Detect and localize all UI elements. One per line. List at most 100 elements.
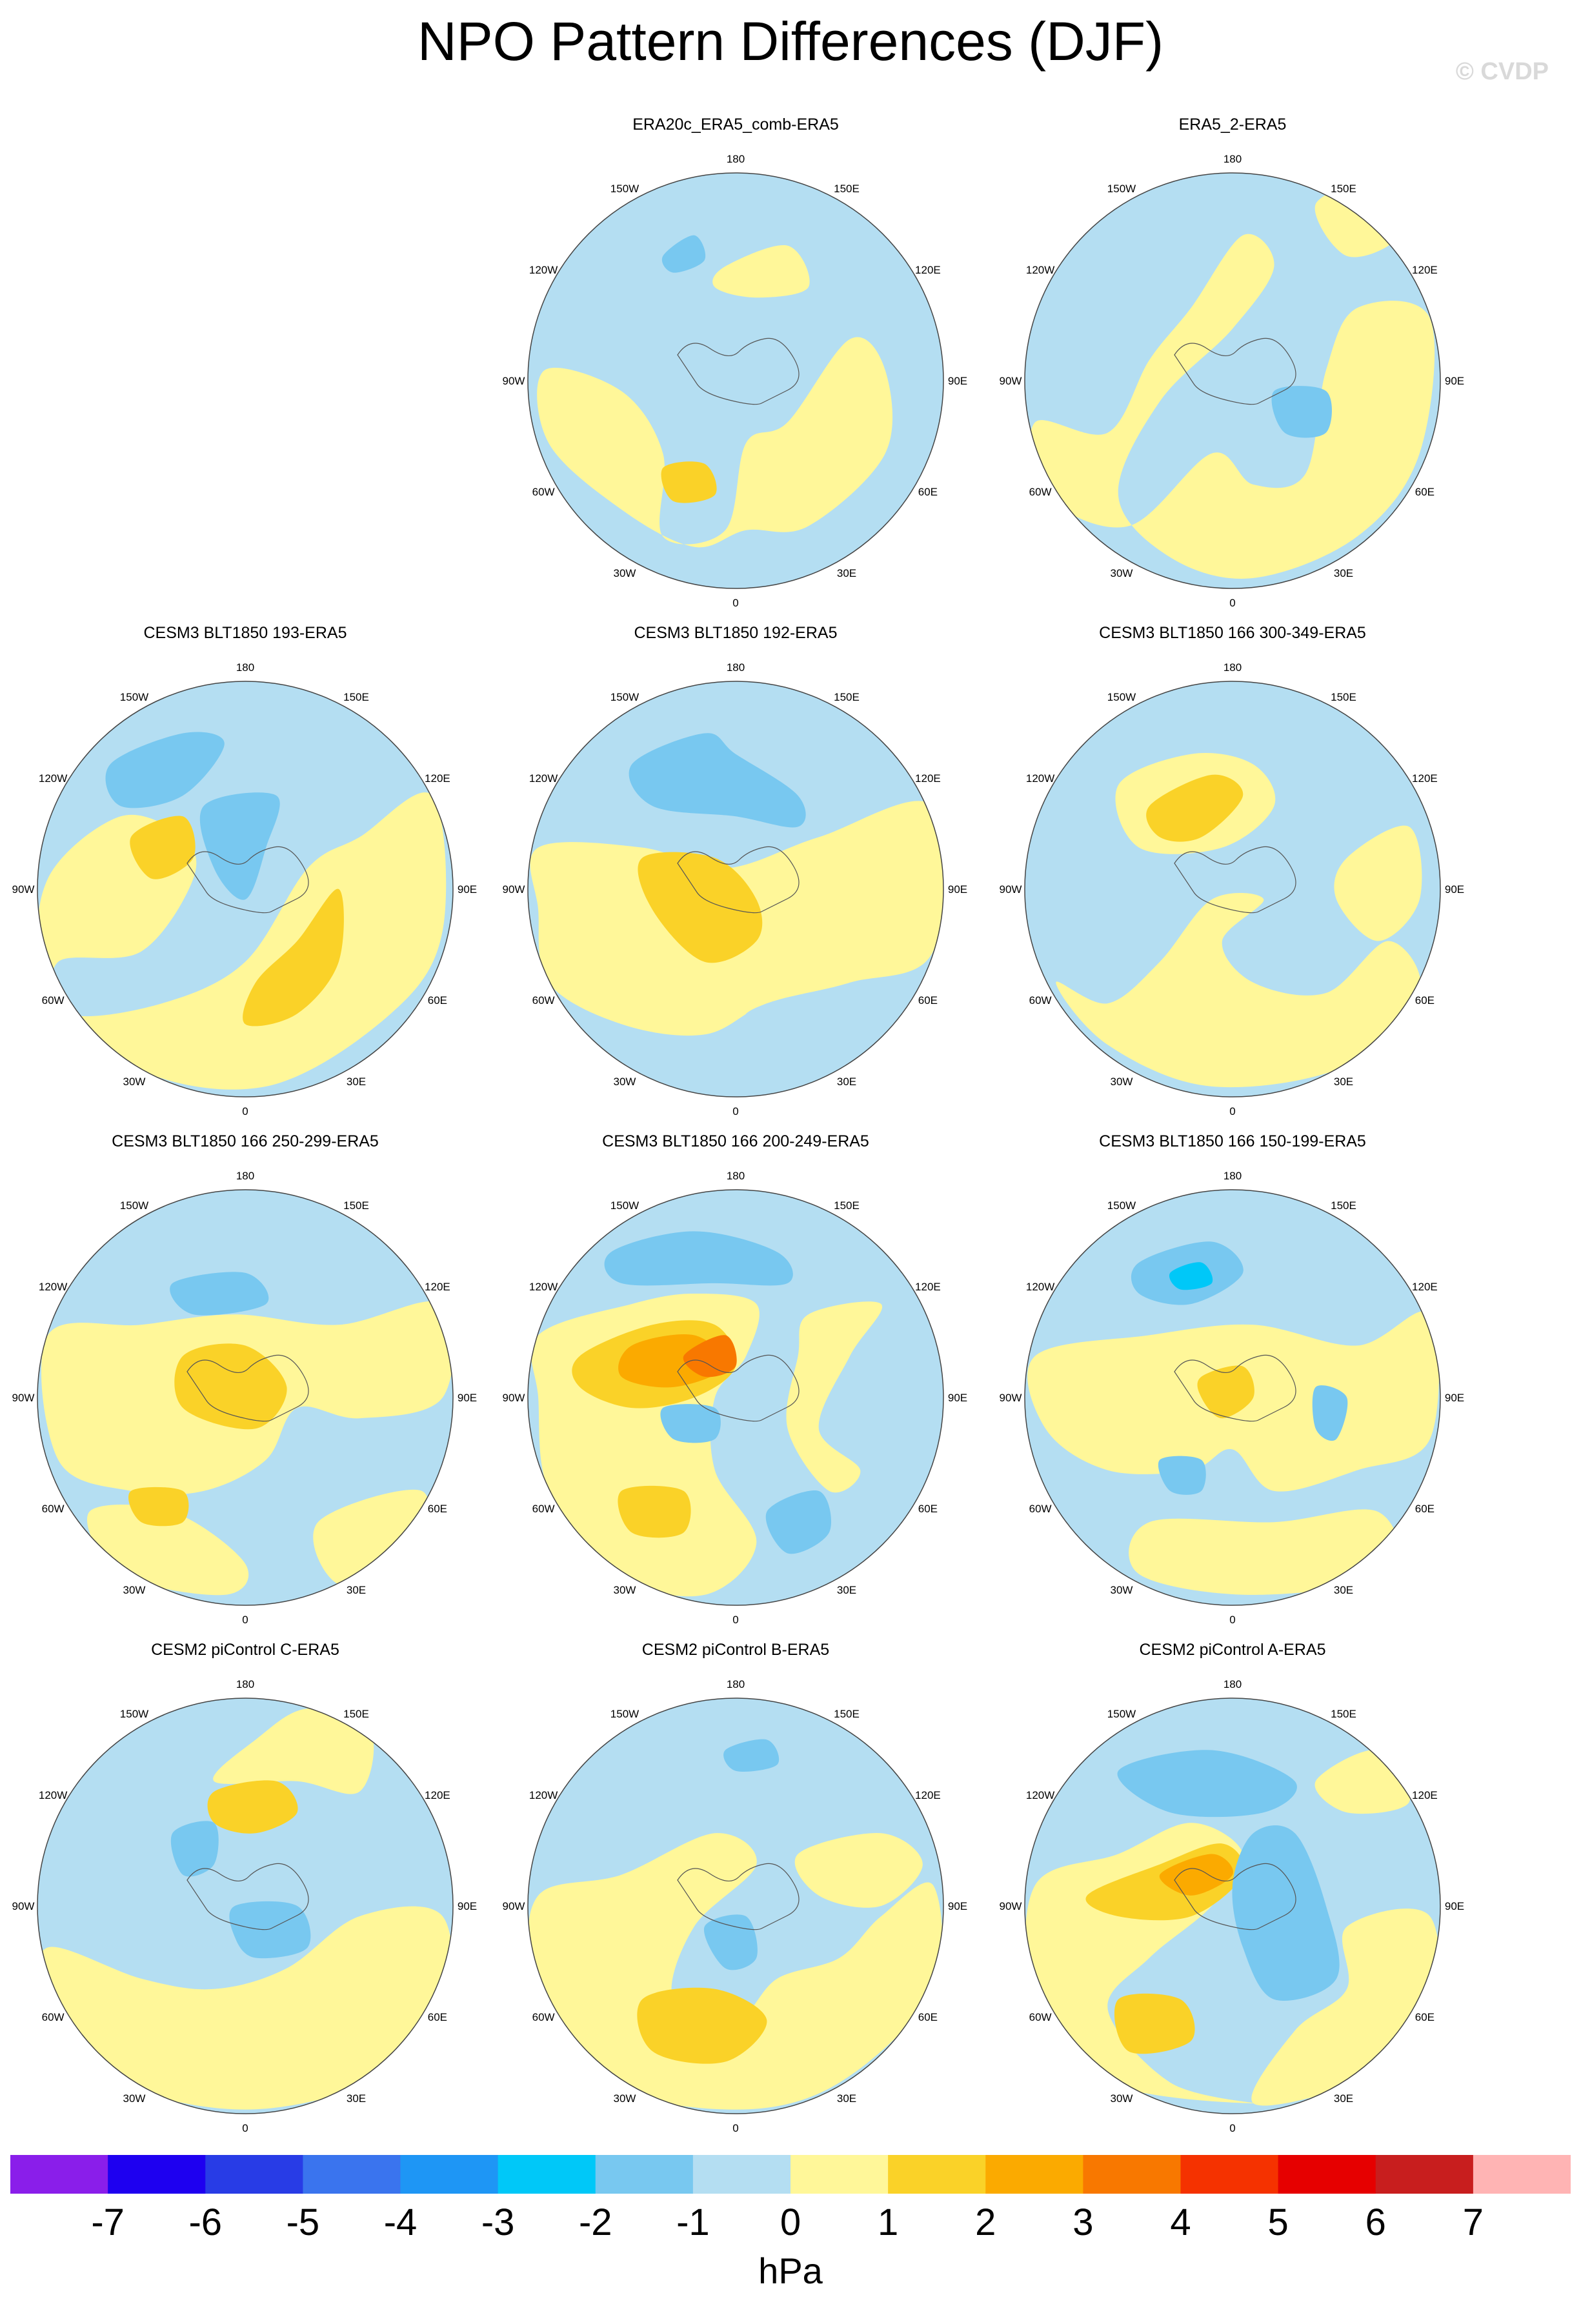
panel-title: ERA5_2-ERA5 [1178, 115, 1287, 134]
longitude-label: 90W [1000, 375, 1022, 387]
colorbar-tick-label: -2 [578, 2201, 612, 2243]
colorbar-tick-label: 3 [1072, 2201, 1094, 2243]
longitude-label: 180 [727, 1678, 745, 1690]
panel-title: CESM3 BLT1850 193-ERA5 [143, 624, 347, 642]
longitude-label: 90E [1445, 375, 1464, 387]
longitude-label: 30E [347, 1076, 366, 1088]
colorbar-tick-label: 0 [780, 2201, 801, 2243]
longitude-label: 30E [1334, 1076, 1353, 1088]
map-border [1024, 1189, 1441, 1606]
coastline [677, 1354, 800, 1422]
contour-region [604, 1231, 793, 1286]
longitude-label: 60W [532, 994, 555, 1007]
contour-region [1232, 1825, 1340, 2001]
longitude-label: 60W [532, 486, 555, 498]
coastline [1174, 1863, 1296, 1930]
longitude-label: 30E [837, 2092, 856, 2105]
polar-map: 180 150E 120E 90E 60E 30E 0 30W 60W 90W 120W 150W [1000, 1170, 1465, 1626]
longitude-label: 90E [458, 883, 477, 896]
longitude-label: 30W [123, 1584, 146, 1596]
longitude-label: 180 [1224, 153, 1242, 165]
colorbar-tick-label: -3 [481, 2201, 515, 2243]
longitude-label: 120E [425, 1281, 450, 1293]
longitude-label: 120E [1412, 1281, 1438, 1293]
longitude-label: 30E [347, 2092, 366, 2105]
longitude-label: 60E [428, 994, 447, 1007]
longitude-label: 150W [610, 691, 639, 703]
colorbar-tick-label: 6 [1365, 2201, 1386, 2243]
longitude-label: 60E [918, 486, 938, 498]
colorbar-tick-label: -4 [383, 2201, 418, 2243]
panel-title: ERA20c_ERA5_comb-ERA5 [632, 115, 839, 134]
longitude-label: 120W [1026, 1281, 1054, 1293]
colorbar-swatch [108, 2155, 206, 2194]
contour-region [637, 1987, 767, 2064]
contour-region [638, 852, 763, 963]
longitude-label: 30E [837, 1076, 856, 1088]
colorbar-swatch [595, 2155, 694, 2194]
map-border [527, 681, 944, 1097]
longitude-label: 90W [503, 1392, 525, 1404]
longitude-label: 60W [532, 2011, 555, 2023]
longitude-label: 120W [529, 1789, 558, 1801]
colorbar-units: hPa [758, 2250, 823, 2291]
longitude-label: 60W [42, 994, 65, 1007]
panel-title: CESM3 BLT1850 166 200-249-ERA5 [602, 1132, 869, 1150]
panel-title: CESM3 BLT1850 166 250-299-ERA5 [112, 1132, 379, 1150]
coastline [677, 846, 800, 914]
colorbar [10, 2155, 1571, 2194]
longitude-label: 0 [732, 1614, 738, 1626]
longitude-label: 30W [1111, 567, 1133, 579]
longitude-label: 30W [1111, 1076, 1133, 1088]
longitude-label: 90E [948, 1900, 967, 1912]
map-border [1024, 1698, 1441, 2114]
coastline [1174, 1354, 1296, 1422]
figure-title: NPO Pattern Differences (DJF) [417, 11, 1164, 72]
longitude-label: 60E [1415, 486, 1435, 498]
contour-region [229, 1901, 311, 1959]
longitude-label: 150W [120, 1708, 148, 1720]
longitude-label: 30W [614, 2092, 636, 2105]
longitude-label: 150W [610, 183, 639, 195]
longitude-label: 150W [1107, 183, 1136, 195]
longitude-label: 90W [12, 1900, 35, 1912]
longitude-label: 0 [1229, 1614, 1235, 1626]
longitude-label: 60E [918, 994, 938, 1007]
contour-region [1129, 1509, 1400, 1595]
longitude-label: 0 [1229, 1105, 1235, 1117]
contour-region [1158, 1456, 1206, 1495]
contour-region [174, 1343, 287, 1430]
map-border [37, 1189, 454, 1606]
colorbar-tick-label: 5 [1267, 2201, 1289, 2243]
polar-map: 180 150E 120E 90E 60E 30E 0 30W 60W 90W 120W 150W [503, 661, 968, 1117]
map-border [527, 172, 944, 589]
panel-title: CESM3 BLT1850 166 300-349-ERA5 [1099, 624, 1366, 642]
contour-region [723, 1739, 780, 1772]
longitude-label: 30W [614, 1076, 636, 1088]
longitude-label: 150W [1107, 691, 1136, 703]
contour-region [765, 1490, 832, 1554]
longitude-label: 30E [837, 1584, 856, 1596]
polar-map: 180 150E 120E 90E 60E 30E 0 30W 60W 90W 120W 150W [503, 153, 968, 609]
longitude-label: 120E [1412, 1789, 1438, 1801]
contour-region [1169, 1262, 1213, 1290]
colorbar-swatch [1375, 2155, 1474, 2194]
longitude-label: 30W [614, 567, 636, 579]
longitude-label: 120E [915, 1281, 941, 1293]
contour-region [170, 1272, 269, 1316]
longitude-label: 180 [1224, 661, 1242, 674]
longitude-label: 180 [727, 153, 745, 165]
map-panel: CESM3 BLT1850 166 200-249-ERA5 180 150E 120… [490, 1132, 981, 1641]
longitude-label: 0 [732, 597, 738, 609]
map-panel: CESM2 piControl A-ERA5 180 150E 120E 90E 60E 3… [987, 1640, 1478, 2150]
coastline [1174, 337, 1296, 405]
longitude-label: 150E [834, 1199, 860, 1212]
colorbar-tick-label: -5 [286, 2201, 320, 2243]
polar-map: 180 150E 120E 90E 60E 30E 0 30W 60W 90W 120W 150W [503, 1170, 968, 1626]
colorbar-swatch [985, 2155, 1083, 2194]
map-panel: CESM3 BLT1850 166 150-199-ERA5 180 150E 120… [987, 1132, 1478, 1641]
contour-region [170, 1821, 219, 1877]
colorbar-tick-label: -7 [91, 2201, 125, 2243]
polar-map: 180 150E 120E 90E 60E 30E 0 30W 60W 90W 120W 150W [503, 1678, 968, 2134]
longitude-label: 60W [42, 2011, 65, 2023]
